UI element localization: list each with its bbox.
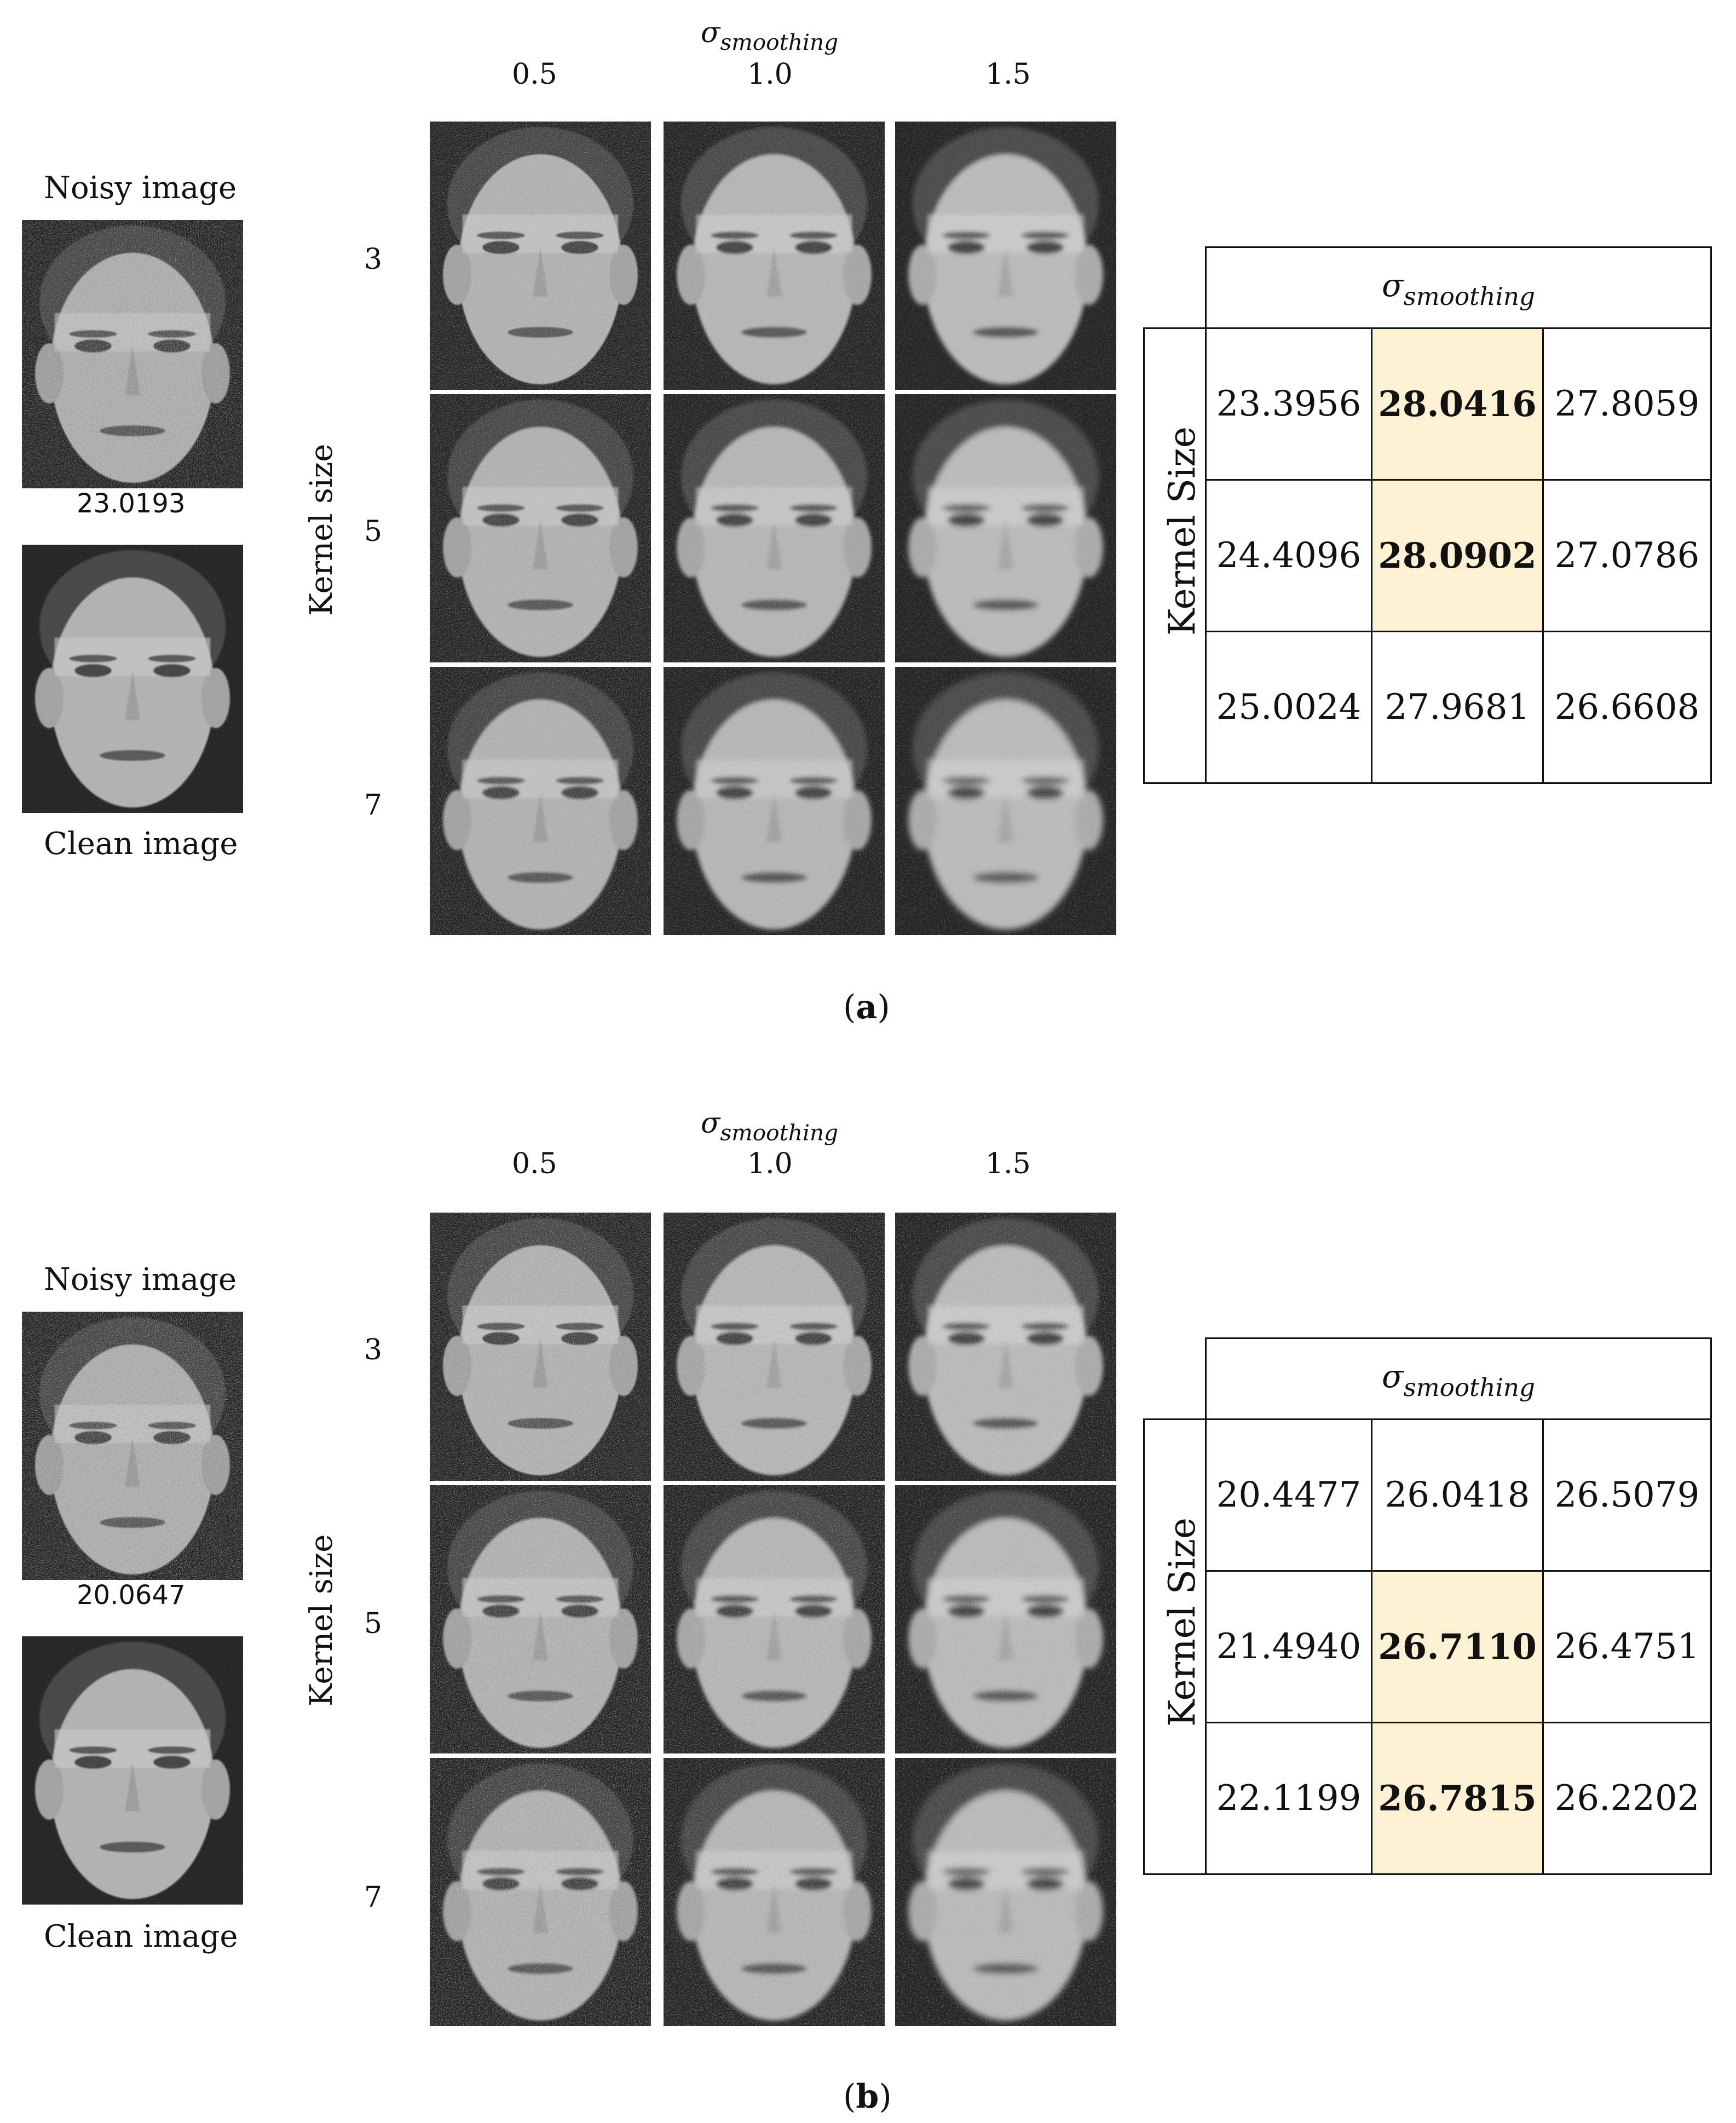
noisy-face-image bbox=[22, 1312, 243, 1580]
col-label-1: 1.0 bbox=[747, 60, 793, 89]
table-kernel-size-label: Kernel Size bbox=[1144, 328, 1206, 783]
row-label-0: 3 bbox=[364, 1336, 382, 1364]
grid-face-k3-s15 bbox=[895, 1213, 1116, 1481]
grid-face-k5-s10 bbox=[664, 1485, 885, 1753]
table-cell: 21.4940 bbox=[1206, 1571, 1372, 1723]
grid-face-k7-s10 bbox=[664, 667, 885, 935]
table-cell-best: 28.0902 bbox=[1372, 480, 1543, 632]
psnr-table: σsmoothing Kernel Size 20.4477 26.0418 2… bbox=[1143, 1337, 1712, 1875]
grid-face-k7-s15 bbox=[895, 667, 1116, 935]
grid-face-k3-s10 bbox=[664, 122, 885, 390]
grid-face-k5-s10 bbox=[664, 394, 885, 662]
panel-a: Noisy image 23 bbox=[0, 0, 1736, 1057]
table-cell: 27.8059 bbox=[1543, 328, 1711, 480]
noisy-face-image bbox=[22, 220, 243, 488]
noisy-psnr-value: 20.0647 bbox=[77, 1582, 186, 1608]
grid-sigma-header: σsmoothing bbox=[701, 1107, 838, 1146]
row-label-1: 5 bbox=[364, 1609, 382, 1638]
table-cell: 25.0024 bbox=[1206, 632, 1372, 783]
table-kernel-size-label: Kernel Size bbox=[1144, 1420, 1206, 1874]
clean-image-label: Clean image bbox=[44, 1922, 238, 1952]
col-label-2: 1.5 bbox=[985, 1150, 1031, 1178]
table-cell: 20.4477 bbox=[1206, 1420, 1372, 1571]
table-sigma-header: σsmoothing bbox=[1206, 247, 1711, 328]
panel-caption: (a) bbox=[843, 988, 890, 1026]
row-label-2: 7 bbox=[364, 1883, 382, 1912]
table-cell: 24.4096 bbox=[1206, 480, 1372, 632]
grid-face-k3-s15 bbox=[895, 122, 1116, 390]
table-cell: 22.1199 bbox=[1206, 1723, 1372, 1874]
panel-caption: (b) bbox=[843, 2078, 892, 2116]
col-label-2: 1.5 bbox=[985, 60, 1031, 89]
clean-face-image bbox=[22, 545, 243, 813]
table-cell: 26.0418 bbox=[1372, 1420, 1543, 1571]
table-cell: 26.2202 bbox=[1543, 1723, 1711, 1874]
table-cell: 23.3956 bbox=[1206, 328, 1372, 480]
table-cell: 27.0786 bbox=[1543, 480, 1711, 632]
grid-face-k7-s15 bbox=[895, 1758, 1116, 2026]
col-label-1: 1.0 bbox=[747, 1150, 793, 1178]
kernel-size-axis-label: Kernel size bbox=[307, 444, 337, 616]
grid-face-k5-s15 bbox=[895, 1485, 1116, 1753]
noisy-psnr-value: 23.0193 bbox=[77, 491, 186, 517]
psnr-table: σsmoothing Kernel Size 23.3956 28.0416 2… bbox=[1143, 246, 1712, 784]
table-cell: 26.5079 bbox=[1543, 1420, 1711, 1571]
table-cell-best: 28.0416 bbox=[1372, 328, 1543, 480]
table-cell: 26.4751 bbox=[1543, 1571, 1711, 1723]
panel-b: Noisy image 20 bbox=[0, 1095, 1736, 2123]
grid-face-k5-s15 bbox=[895, 394, 1116, 662]
grid-face-k3-s05 bbox=[430, 122, 651, 390]
grid-sigma-header: σsmoothing bbox=[701, 16, 838, 55]
row-label-2: 7 bbox=[364, 791, 382, 820]
kernel-size-axis-label: Kernel size bbox=[307, 1534, 337, 1706]
row-label-0: 3 bbox=[364, 245, 382, 274]
grid-face-k7-s05 bbox=[430, 667, 651, 935]
table-cell-best: 26.7815 bbox=[1372, 1723, 1543, 1874]
table-cell-best: 26.7110 bbox=[1372, 1571, 1543, 1723]
table-cell: 26.6608 bbox=[1543, 632, 1711, 783]
col-label-0: 0.5 bbox=[512, 1150, 557, 1178]
grid-face-k3-s10 bbox=[664, 1213, 885, 1481]
clean-face-image bbox=[22, 1636, 243, 1905]
col-label-0: 0.5 bbox=[512, 60, 557, 89]
grid-face-k5-s05 bbox=[430, 394, 651, 662]
grid-face-k7-s05 bbox=[430, 1758, 651, 2026]
row-label-1: 5 bbox=[364, 517, 382, 546]
table-sigma-header: σsmoothing bbox=[1206, 1339, 1711, 1420]
table-cell: 27.9681 bbox=[1372, 632, 1543, 783]
noisy-image-label: Noisy image bbox=[44, 1265, 237, 1295]
grid-face-k5-s05 bbox=[430, 1485, 651, 1753]
clean-image-label: Clean image bbox=[44, 829, 238, 859]
grid-face-k3-s05 bbox=[430, 1213, 651, 1481]
noisy-image-label: Noisy image bbox=[44, 173, 237, 204]
grid-face-k7-s10 bbox=[664, 1758, 885, 2026]
